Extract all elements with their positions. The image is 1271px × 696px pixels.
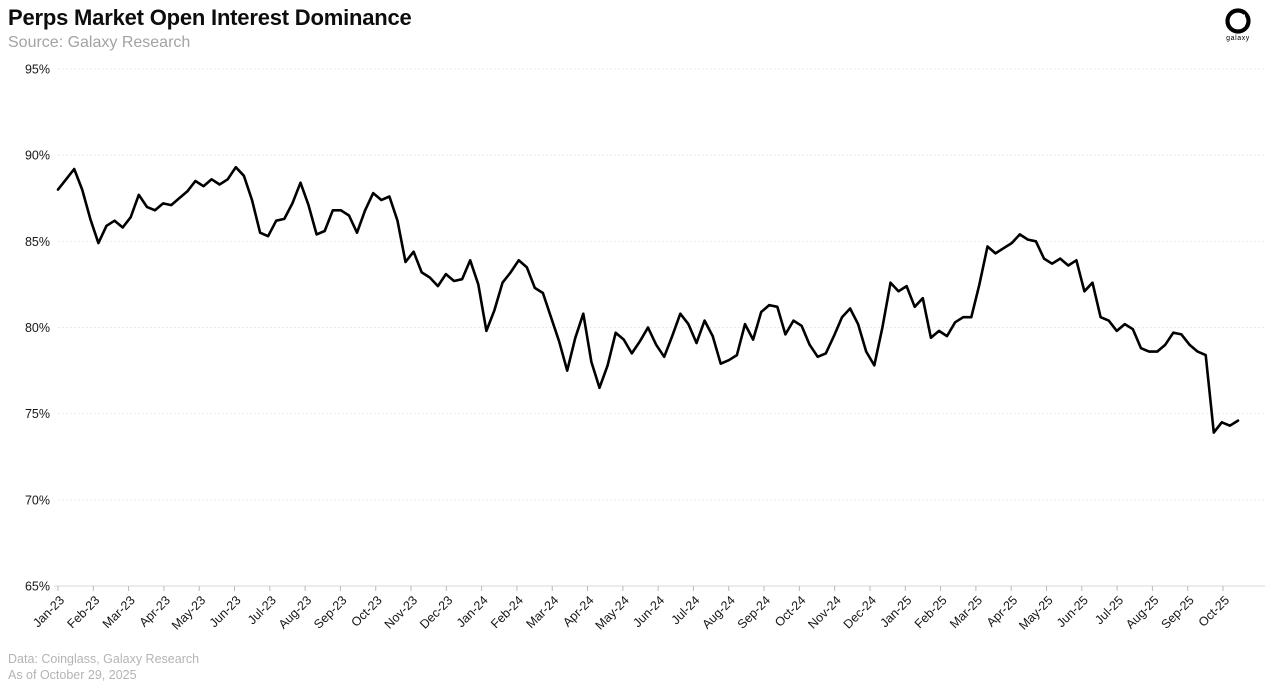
page-subtitle: Source: Galaxy Research	[8, 34, 191, 51]
x-axis-label: Aug-24	[699, 593, 737, 631]
y-axis-label: 80%	[25, 321, 50, 335]
x-axis-label: Apr-25	[984, 593, 1020, 629]
x-axis-label: Feb-24	[488, 593, 526, 631]
x-axis-label: Mar-23	[100, 593, 138, 631]
x-axis-label: Sep-24	[735, 593, 773, 631]
x-axis-label: Jan-23	[30, 593, 67, 630]
data-line	[56, 165, 1240, 434]
x-axis-label: May-23	[169, 593, 208, 632]
y-axis-label: 90%	[25, 149, 50, 163]
x-axis-label: Jul-24	[669, 593, 703, 627]
x-axis-label: Nov-23	[382, 593, 420, 631]
x-axis-label: Aug-25	[1123, 593, 1161, 631]
y-axis-label: 70%	[25, 493, 50, 507]
x-axis-label: Dec-24	[841, 593, 879, 631]
footer-data-source: Data: Coinglass, Galaxy Research	[8, 652, 200, 666]
x-axis-label: Sep-25	[1158, 593, 1196, 631]
x-axis-label: Nov-24	[805, 593, 843, 631]
x-axis-label: May-25	[1016, 593, 1055, 632]
galaxy-logo-text: galaxy	[1226, 35, 1250, 42]
x-axis-label: Jul-25	[1092, 593, 1126, 627]
galaxy-logo: galaxy	[1217, 8, 1259, 42]
chart-footer: Data: Coinglass, Galaxy Research As of O…	[8, 651, 199, 683]
x-axis-label: Oct-24	[772, 593, 808, 629]
x-axis-label: Oct-25	[1196, 593, 1232, 629]
x-axis-label: Mar-25	[947, 593, 985, 631]
footer-as-of-date: As of October 29, 2025	[8, 668, 137, 682]
x-axis-label: May-24	[593, 593, 632, 632]
x-axis-label: Jun-25	[1054, 593, 1091, 630]
x-axis-label: Oct-23	[348, 593, 384, 629]
x-axis-label: Apr-24	[560, 593, 596, 629]
x-axis-label: Apr-23	[137, 593, 173, 629]
x-axis-label: Sep-23	[311, 593, 349, 631]
x-axis-label: Jun-23	[207, 593, 244, 630]
y-axis-label: 85%	[25, 235, 50, 249]
y-axis-label: 95%	[25, 63, 50, 77]
y-axis-label: 75%	[25, 407, 50, 421]
x-axis-label: Jan-25	[877, 593, 914, 630]
x-axis-label: Jan-24	[454, 593, 491, 630]
x-axis-label: Mar-24	[523, 593, 561, 631]
x-axis-label: Aug-23	[276, 593, 314, 631]
x-axis-label: Feb-23	[65, 593, 103, 631]
page-title: Perps Market Open Interest Dominance	[8, 5, 412, 30]
x-axis-label: Dec-23	[417, 593, 455, 631]
galaxy-logo-icon	[1225, 8, 1251, 34]
y-axis-label: 65%	[25, 580, 50, 594]
x-axis-label: Feb-25	[912, 593, 950, 631]
x-axis-label: Jun-24	[630, 593, 667, 630]
x-axis-label: Jul-23	[245, 593, 279, 627]
